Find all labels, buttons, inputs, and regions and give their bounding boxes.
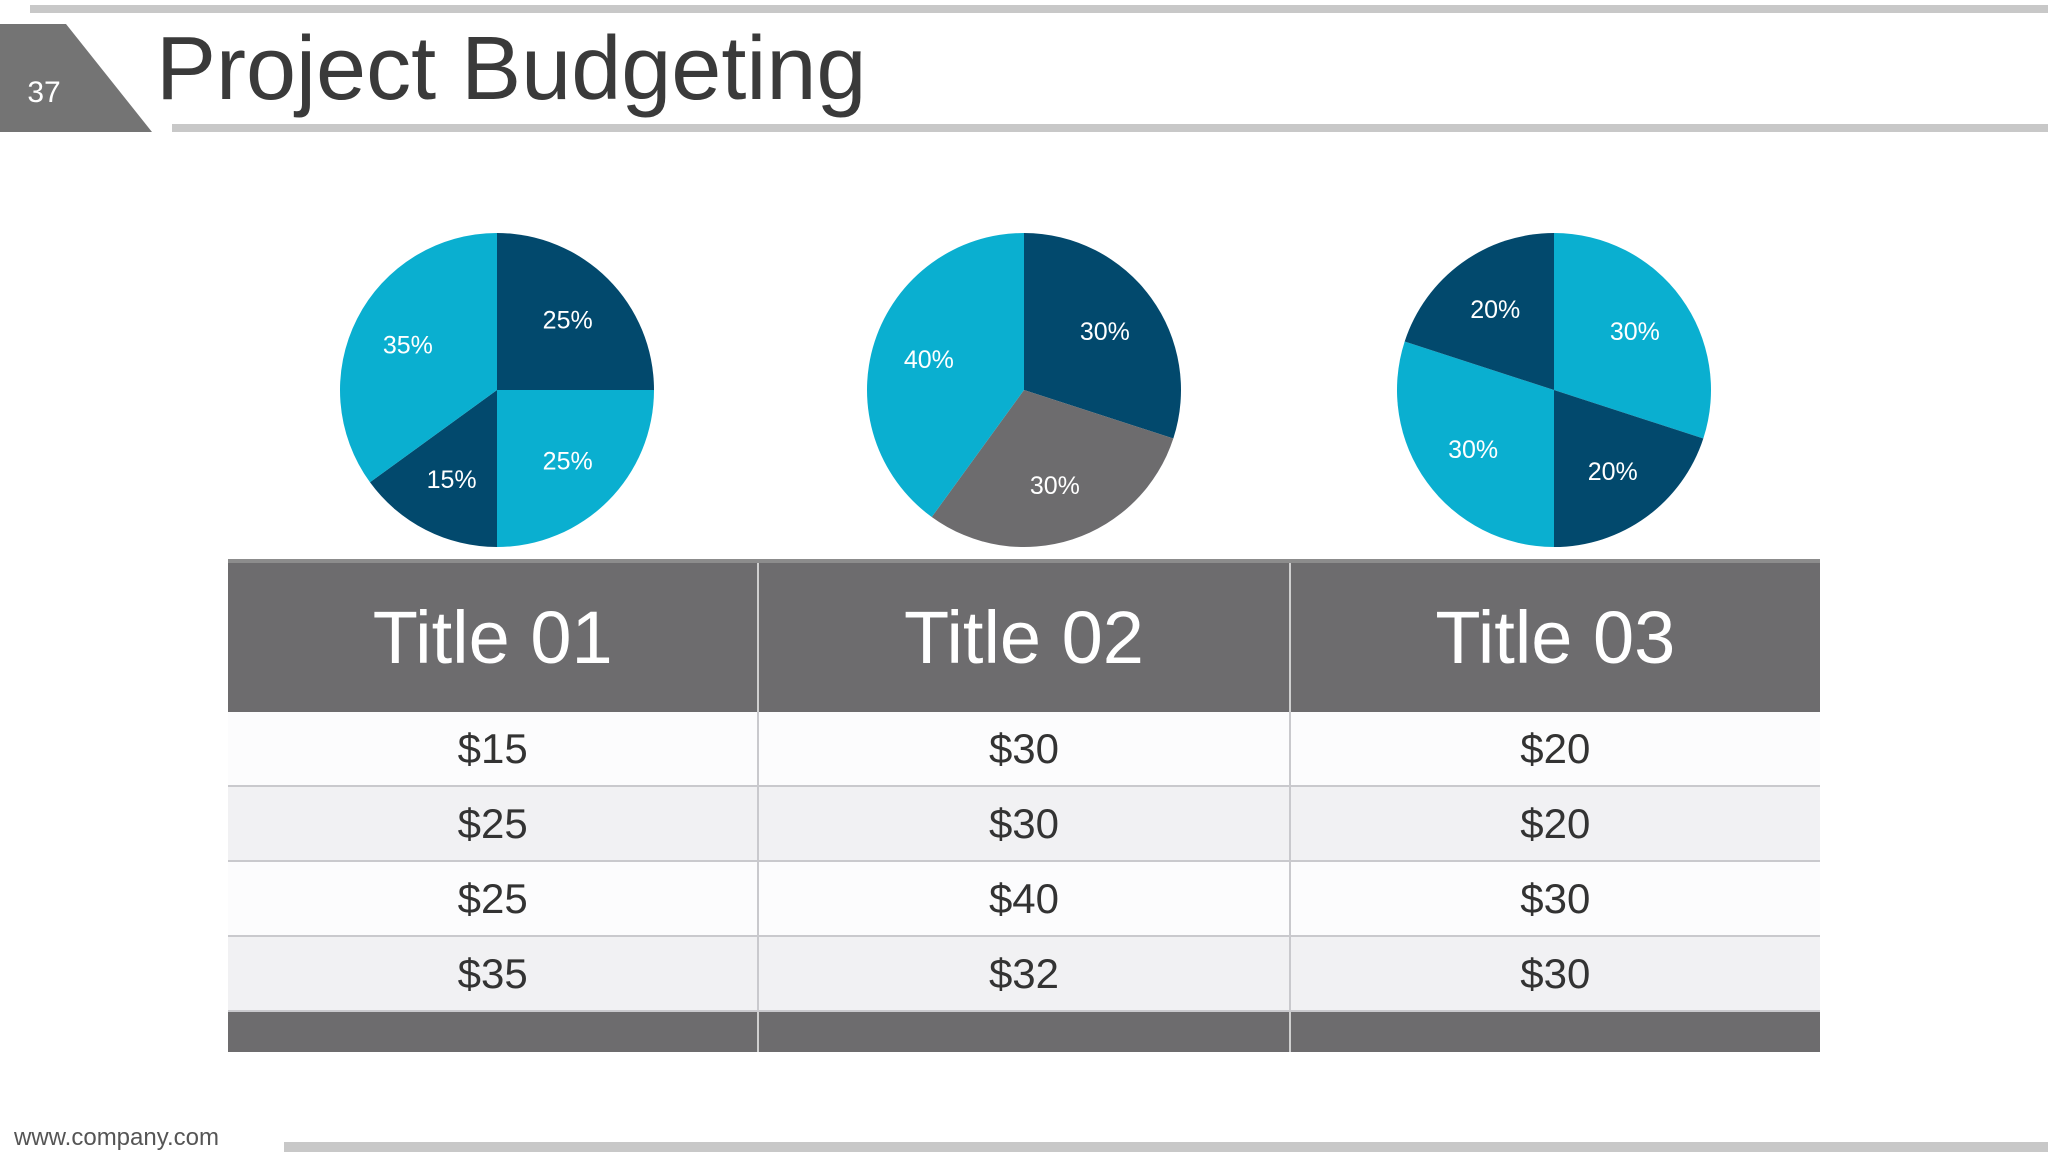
pie-slice (1404, 233, 1554, 390)
pie-chart-1: 25% 25% 15% 35% (340, 233, 654, 547)
table-footer-row (228, 1012, 1820, 1052)
table-cell: $40 (759, 862, 1291, 935)
table-cell: $15 (228, 712, 760, 785)
table-row: $25 $30 $20 (228, 787, 1820, 862)
pie-slice (340, 233, 497, 483)
table-cell: $30 (1520, 874, 1591, 922)
budget-table: Title 01 Title 02 Title 03 $15 $30 $20 $25 $30… (228, 559, 1820, 1052)
table-body: $15 $30 $20 $25 $30 $20 $25 $40 $30 $35 $32 $30 (228, 712, 1820, 1012)
table-cell: $30 (759, 712, 1291, 785)
table-row: $15 $30 $20 (228, 712, 1820, 787)
page-title: Project Budgeting (156, 19, 867, 119)
pie-slice-label: 30% (1030, 472, 1080, 500)
pie-slice (1554, 390, 1704, 547)
pie-slice (369, 390, 497, 547)
table-header-cell: Title 03 (1435, 596, 1676, 679)
top-divider-line (30, 5, 2048, 13)
table-cell: $25 (228, 787, 760, 860)
footer-url: www.company.com (14, 1124, 219, 1151)
pie-slice (1554, 233, 1711, 439)
table-header-cell: Title 01 (228, 563, 760, 712)
table-header-cell: Title 02 (759, 563, 1291, 712)
pie-chart-2: 30% 30% 40% (867, 233, 1181, 547)
table-cell: $30 (759, 787, 1291, 860)
pie-slice (931, 390, 1174, 547)
pie-slice-label: 30% (1080, 318, 1130, 346)
table-cell: $20 (1520, 724, 1591, 772)
table-cell: $35 (228, 937, 760, 1010)
slide-number-tab (0, 24, 152, 132)
table-footer-cell (759, 1012, 1291, 1052)
pie-slice-label: 40% (904, 346, 954, 374)
pie-slice (1397, 341, 1554, 547)
pie-slice-label: 30% (1448, 436, 1498, 464)
bottom-divider-line (284, 1142, 2048, 1152)
table-footer-cell (228, 1012, 760, 1052)
pie-slice-label: 25% (543, 306, 593, 334)
title-underline (172, 124, 2048, 132)
table-footer-cell (1291, 1012, 1820, 1052)
table-header-row: Title 01 Title 02 Title 03 (228, 559, 1820, 712)
pie-slice-label: 30% (1610, 318, 1660, 346)
table-row: $25 $40 $30 (228, 862, 1820, 937)
pie-slice-label: 20% (1588, 458, 1638, 486)
table-cell: $32 (759, 937, 1291, 1010)
table-cell: $20 (1520, 799, 1591, 847)
pie-slice (1024, 233, 1181, 439)
pie-slice (497, 233, 654, 390)
pie-slice-label: 35% (383, 332, 433, 360)
pie-slice (867, 233, 1024, 518)
pie-slice-label: 20% (1470, 296, 1520, 324)
pie-slice-label: 15% (427, 466, 477, 494)
pie-chart-3: 30% 20% 30% 20% (1397, 233, 1711, 547)
table-cell: $25 (228, 862, 760, 935)
pie-slice-label: 25% (543, 448, 593, 476)
table-row: $35 $32 $30 (228, 937, 1820, 1012)
table-cell: $30 (1520, 949, 1591, 997)
slide-number: 37 (27, 76, 61, 109)
pie-slice (497, 390, 654, 547)
